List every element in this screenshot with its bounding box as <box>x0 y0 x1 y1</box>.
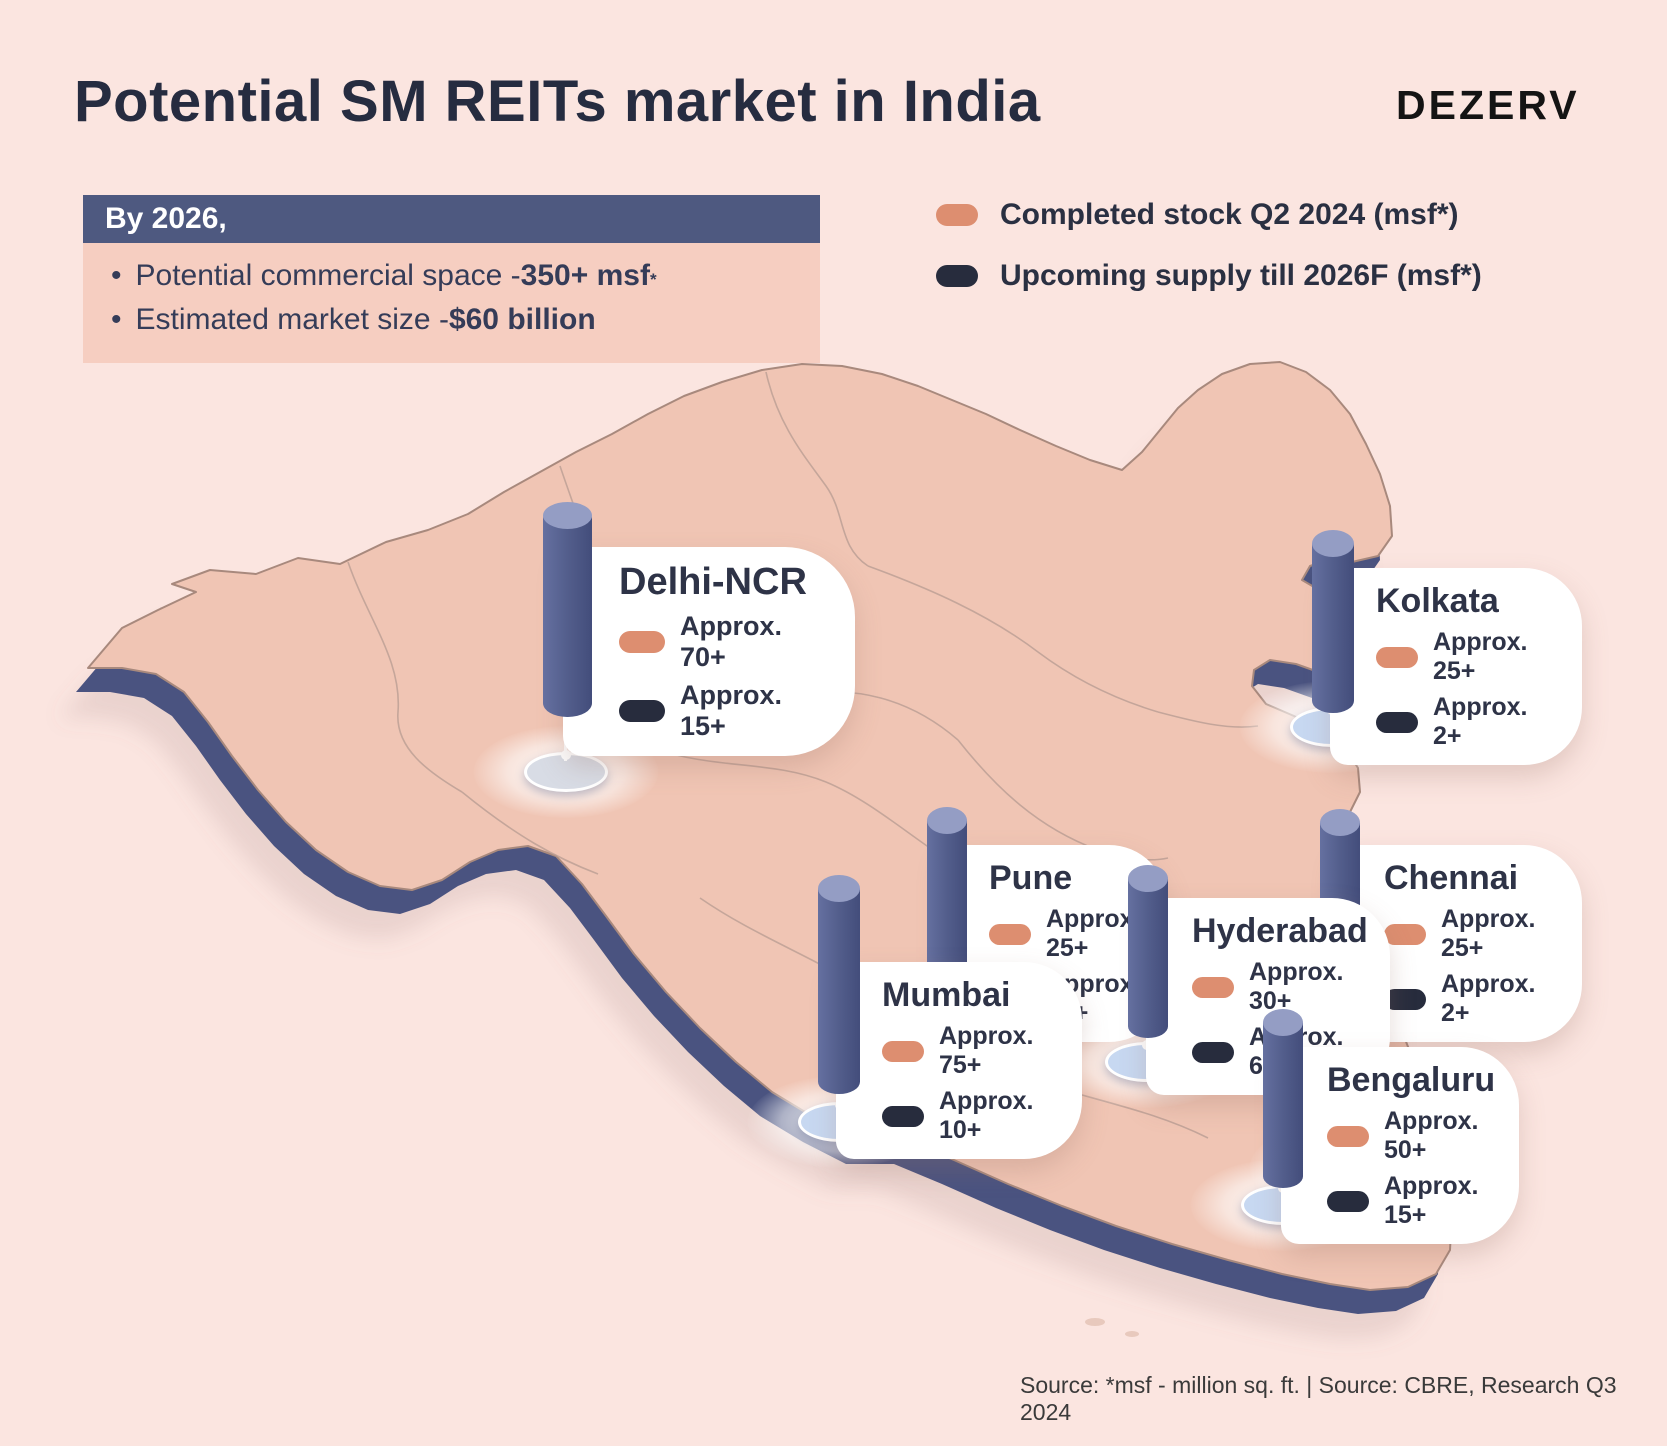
upcoming-value: Approx. 15+ <box>1384 1172 1479 1229</box>
upcoming-pill-icon <box>1192 1041 1234 1063</box>
upcoming-pill-icon <box>1327 1190 1369 1212</box>
bengaluru-pillar <box>1263 1009 1303 1188</box>
city-name: Bengaluru <box>1327 1061 1496 1099</box>
completed-row: Approx. 50+ <box>1327 1107 1489 1165</box>
completed-row: Approx. 30+ <box>1192 958 1360 1016</box>
completed-pill-icon <box>1376 646 1418 668</box>
upcoming-supply-pill-icon <box>936 265 978 287</box>
bullet-label: Potential commercial space - <box>135 259 521 292</box>
completed-row: Approx. 25+ <box>1384 905 1552 963</box>
completed-pill-icon <box>619 631 665 653</box>
upcoming-row: Approx. 15+ <box>1327 1172 1489 1230</box>
completed-pill-icon <box>882 1040 924 1062</box>
completed-pill-icon <box>1327 1125 1369 1147</box>
upcoming-row: Approx. 2+ <box>1384 970 1552 1028</box>
upcoming-row: Approx. 15+ <box>619 680 825 742</box>
city-name: Pune <box>989 859 1073 897</box>
islands <box>1085 1318 1139 1337</box>
bullet-value: $60 billion <box>448 303 596 336</box>
upcoming-value: Approx. 2+ <box>1441 970 1536 1027</box>
delhi-ncr-card: Delhi-NCR Approx. 70+ Approx. 15+ <box>563 547 855 756</box>
legend-item-completed: Completed stock Q2 2024 (msf*) <box>936 198 1458 232</box>
mumbai-card: Mumbai Approx. 75+ Approx. 10+ <box>836 962 1082 1159</box>
completed-value: Approx. 25+ <box>1441 905 1536 962</box>
completed-pill-icon <box>1384 923 1426 945</box>
city-name: Mumbai <box>882 976 1011 1014</box>
upcoming-value: Approx. 10+ <box>939 1087 1034 1144</box>
legend-item-upcoming: Upcoming supply till 2026F (msf*) <box>936 259 1482 293</box>
highlight-box-body: • Potential commercial space - 350+ msf … <box>83 243 820 363</box>
city-name: Hyderabad <box>1192 912 1368 950</box>
upcoming-row: Approx. 2+ <box>1376 693 1552 751</box>
asterisk-superscript: * <box>649 270 657 289</box>
bullet-commercial-space: • Potential commercial space - 350+ msf … <box>105 259 820 293</box>
hyderabad-pillar <box>1128 865 1168 1038</box>
upcoming-pill-icon <box>619 700 665 722</box>
bengaluru-card: Bengaluru Approx. 50+ Approx. 15+ <box>1281 1047 1519 1244</box>
city-name: Kolkata <box>1376 582 1499 620</box>
city-name: Delhi-NCR <box>619 561 807 603</box>
upcoming-pill-icon <box>1384 988 1426 1010</box>
upcoming-pill-icon <box>1376 711 1418 733</box>
completed-pill-icon <box>989 923 1031 945</box>
delhi-ncr-pillar <box>543 502 592 717</box>
bullet-dot-icon: • <box>111 259 122 292</box>
completed-value: Approx. 50+ <box>1384 1107 1479 1164</box>
completed-value: Approx. 70+ <box>680 611 783 672</box>
brand-logo: DEZERV <box>1396 82 1580 128</box>
bullet-label: Estimated market size - <box>135 303 449 336</box>
legend-label: Upcoming supply till 2026F (msf*) <box>1000 259 1482 292</box>
bullet-dot-icon: • <box>111 303 122 336</box>
mumbai-pillar <box>818 875 860 1094</box>
completed-value: Approx. 75+ <box>939 1022 1034 1079</box>
bullet-market-size: • Estimated market size - $60 billion <box>105 303 820 337</box>
completed-pill-icon <box>1192 976 1234 998</box>
page-title: Potential SM REITs market in India <box>74 69 1041 134</box>
upcoming-pill-icon <box>882 1105 924 1127</box>
upcoming-value: Approx. 15+ <box>680 680 783 741</box>
completed-value: Approx. 30+ <box>1249 958 1344 1015</box>
upcoming-value: Approx. 2+ <box>1433 693 1528 750</box>
completed-row: Approx. 25+ <box>1376 628 1552 686</box>
highlight-box-header: By 2026, <box>83 195 820 243</box>
completed-value: Approx. 25+ <box>1046 905 1141 962</box>
kolkata-card: Kolkata Approx. 25+ Approx. 2+ <box>1330 568 1582 765</box>
upcoming-row: Approx. 10+ <box>882 1087 1052 1145</box>
completed-row: Approx. 25+ <box>989 905 1141 963</box>
completed-stock-pill-icon <box>936 204 978 226</box>
city-name: Chennai <box>1384 859 1519 897</box>
completed-row: Approx. 75+ <box>882 1022 1052 1080</box>
source-note: Source: *msf - million sq. ft. | Source:… <box>1020 1372 1617 1425</box>
completed-row: Approx. 70+ <box>619 611 825 673</box>
kolkata-pillar <box>1312 530 1354 713</box>
completed-value: Approx. 25+ <box>1433 628 1528 685</box>
bullet-value: 350+ msf <box>520 259 650 292</box>
legend-label: Completed stock Q2 2024 (msf*) <box>1000 198 1459 231</box>
